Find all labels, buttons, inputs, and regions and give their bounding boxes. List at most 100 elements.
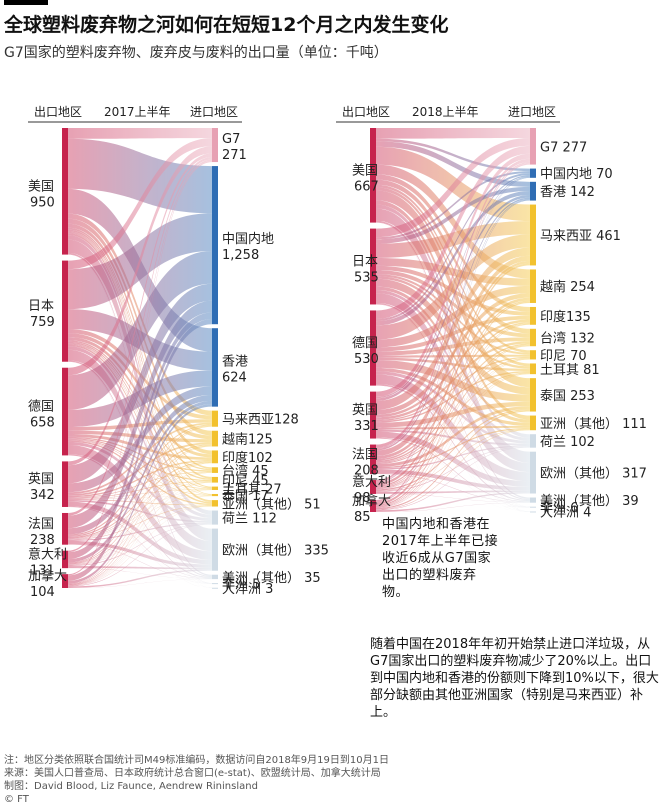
source-bar <box>62 461 68 507</box>
source-label: 英国 <box>352 403 378 418</box>
source-value: 98 <box>354 491 371 506</box>
flow-n2-n3 <box>68 419 212 431</box>
flow-n4-n4 <box>376 297 530 460</box>
source-label: 美国 <box>28 179 54 194</box>
brand-bar <box>4 0 48 5</box>
flow-n4-n13 <box>376 473 530 503</box>
flow-n4-n7 <box>376 357 530 464</box>
flow-n4-n13 <box>68 544 212 579</box>
flow-n5-n6 <box>68 472 212 565</box>
target-label: 土耳其 81 <box>540 363 600 378</box>
target-bar <box>212 476 218 483</box>
flow-n6-n7 <box>68 482 212 586</box>
flow-n1-n15 <box>68 361 212 588</box>
target-bar <box>530 506 536 508</box>
flow-n3-n10 <box>68 499 212 506</box>
flow-n4-n2 <box>68 394 212 535</box>
source-label: 英国 <box>28 472 54 487</box>
source-value: 131 <box>30 563 55 578</box>
flow-n5-n13 <box>376 493 530 503</box>
flow-n6-n8 <box>68 489 212 586</box>
flow-n5-n1 <box>376 177 530 483</box>
flow-n1-n3 <box>68 329 212 420</box>
target-value: 128 <box>274 413 299 428</box>
source-value: 535 <box>354 271 379 286</box>
flow-n3-n13 <box>68 506 212 579</box>
flow-n2-n13 <box>376 384 530 502</box>
flow-n6-n3 <box>376 263 530 505</box>
footer-credit: 制图：David Blood, Liz Faunce, Aendrew Rini… <box>4 781 258 792</box>
target-value: 317 <box>622 467 647 482</box>
target-label: 非洲 5 <box>222 577 260 592</box>
flow-n5-n13 <box>68 567 212 579</box>
footer-brand: © FT <box>4 794 29 805</box>
source-label: 德国 <box>28 400 54 415</box>
flow-n3-n2 <box>376 195 530 401</box>
flow-n0-n15 <box>68 254 212 588</box>
flow-n0-n0 <box>68 128 212 139</box>
flow-n1-n0 <box>68 138 212 270</box>
target-label: 印尼 45 <box>222 474 269 489</box>
flow-n1-n0 <box>376 137 530 238</box>
source-value: 759 <box>30 315 55 330</box>
flow-n2-n14 <box>68 455 212 584</box>
flow-n4-n6 <box>376 343 530 463</box>
source-label: 意大利 <box>352 474 391 490</box>
target-value: 17 <box>252 489 269 504</box>
source-value: 331 <box>354 419 379 434</box>
flow-n3-n8 <box>376 371 530 423</box>
target-label: 亚洲（其他） 51 <box>222 497 321 512</box>
flow-n4-n8 <box>376 372 530 465</box>
target-value: 39 <box>622 494 639 509</box>
target-value: 4 <box>583 506 591 521</box>
flow-n6-n10 <box>376 429 530 510</box>
flow-n5-n2 <box>376 199 530 483</box>
flow-n4-n0 <box>68 157 212 516</box>
flow-n3-n12 <box>68 501 212 565</box>
target-value: 254 <box>570 280 595 295</box>
target-bar <box>212 430 218 447</box>
flow-n5-n4 <box>376 300 530 487</box>
target-value: 125 <box>248 433 273 448</box>
target-value: 45 <box>252 474 269 489</box>
flow-n3-n5 <box>376 319 530 418</box>
flow-n3-n5 <box>68 459 212 498</box>
flow-n2-n15 <box>68 455 212 589</box>
source-value: 667 <box>354 179 379 194</box>
flow-n6-n13 <box>68 578 212 588</box>
period-label: 2018上半年 <box>412 105 479 119</box>
flow-n0-n1 <box>376 138 530 172</box>
flow-n4-n3 <box>376 255 530 456</box>
source-bar <box>62 128 68 255</box>
flow-n5-n9 <box>68 495 212 566</box>
flow-n6-n9 <box>376 410 530 510</box>
flow-n3-n9 <box>376 401 530 428</box>
source-bar <box>370 444 376 475</box>
flow-n3-n3 <box>68 422 212 495</box>
flow-n2-n0 <box>376 145 530 319</box>
target-value: 112 <box>252 512 277 527</box>
flow-n2-n6 <box>376 337 530 356</box>
flow-n2-n14 <box>376 385 530 508</box>
flow-n2-n10 <box>68 440 212 505</box>
flow-n4-n5 <box>68 461 212 538</box>
target-label: 香港 142 <box>540 185 595 200</box>
flow-n2-n1 <box>376 173 530 322</box>
flow-n0-n10 <box>376 200 530 420</box>
flow-n2-n1 <box>68 251 212 410</box>
flow-n6-n11 <box>68 524 212 587</box>
flow-n5-n0 <box>68 159 212 553</box>
target-value: 35 <box>304 571 321 586</box>
target-value: 51 <box>304 497 321 512</box>
flow-n5-n5 <box>68 462 212 565</box>
flow-n2-n0 <box>68 146 212 376</box>
target-value: 6 <box>570 501 578 516</box>
target-label: 非洲 6 <box>540 501 578 516</box>
flow-n6-n11 <box>376 447 530 511</box>
flow-n5-n11 <box>68 523 212 567</box>
flow-n2-n9 <box>68 440 212 496</box>
target-value: 3 <box>265 582 273 597</box>
flow-n3-n10 <box>376 425 530 430</box>
flow-n0-n8 <box>68 231 212 488</box>
target-bar <box>212 328 218 407</box>
